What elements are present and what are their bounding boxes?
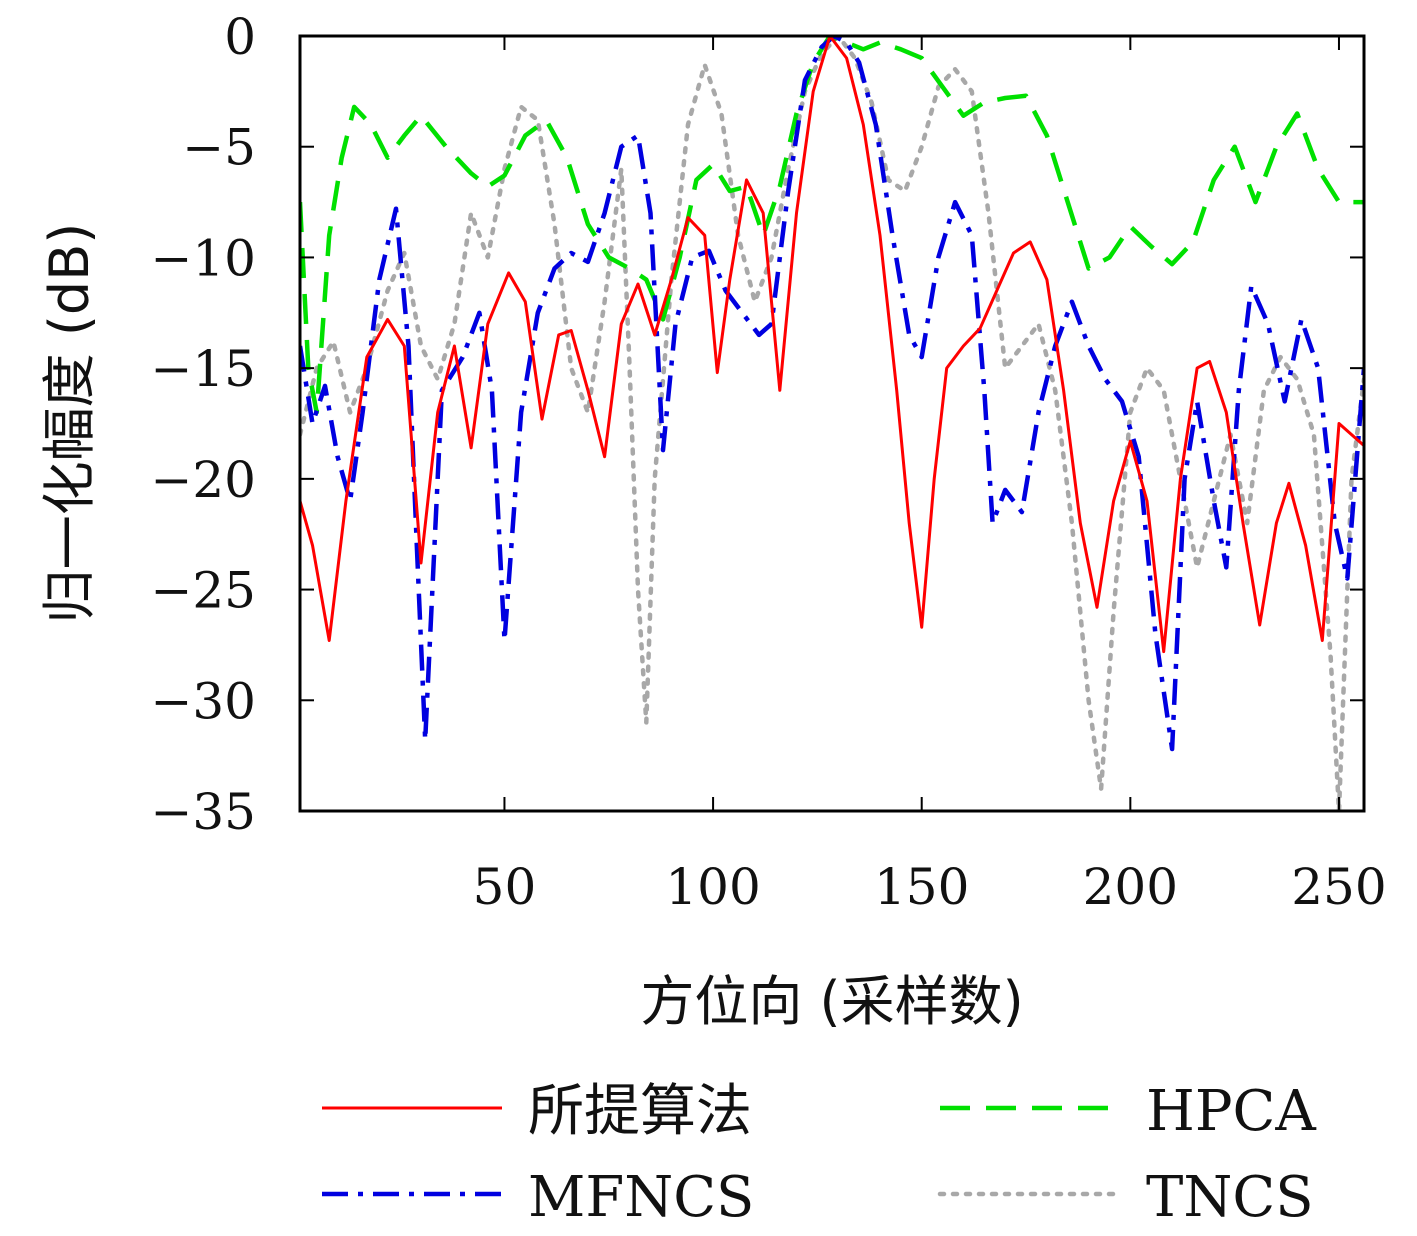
x-tick-label: 150 bbox=[874, 858, 969, 916]
legend-label: 所提算法 bbox=[528, 1079, 752, 1144]
x-tick-label: 250 bbox=[1291, 858, 1386, 916]
y-tick-label: −20 bbox=[150, 451, 256, 509]
legend-label: TNCS bbox=[1146, 1165, 1314, 1230]
y-tick-label: −25 bbox=[150, 562, 256, 620]
series-line-3 bbox=[300, 36, 1364, 811]
y-tick-label: −5 bbox=[182, 119, 256, 177]
x-tick-label: 200 bbox=[1083, 858, 1178, 916]
y-tick-label: −15 bbox=[150, 340, 256, 398]
y-tick-label: 0 bbox=[224, 8, 256, 66]
y-tick-label: −35 bbox=[150, 783, 256, 841]
y-tick-label: −10 bbox=[150, 229, 256, 287]
plot-frame bbox=[298, 34, 1366, 813]
y-tick-label: −30 bbox=[150, 672, 256, 730]
series-line-2 bbox=[300, 36, 1364, 752]
legend-label: MFNCS bbox=[528, 1165, 754, 1230]
series-line-0 bbox=[300, 36, 1364, 654]
y-axis-title: 归一化幅度 (dB) bbox=[38, 223, 101, 624]
series-line-1 bbox=[300, 36, 1364, 415]
x-tick-label: 50 bbox=[473, 858, 537, 916]
x-tick-label: 100 bbox=[665, 858, 760, 916]
legend-label: HPCA bbox=[1146, 1079, 1316, 1144]
x-axis-title: 方位向 (采样数) bbox=[640, 970, 1023, 1033]
legend: 所提算法 HPCA MFNCS TNCS bbox=[322, 1079, 1316, 1230]
